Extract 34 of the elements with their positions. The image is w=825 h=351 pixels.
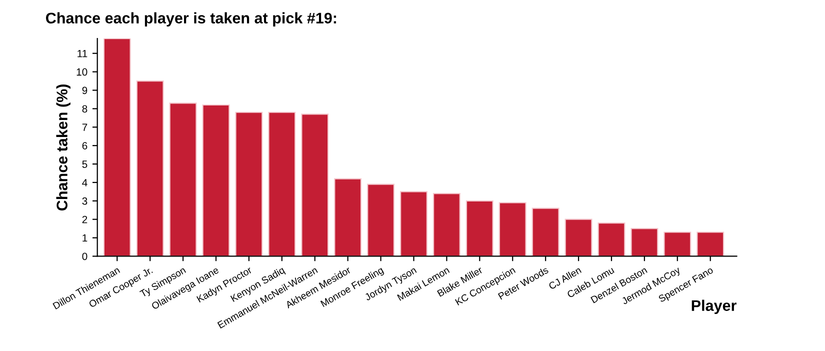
y-tick-label: 7 xyxy=(82,124,88,131)
bar xyxy=(301,114,329,256)
y-tick-label: 6 xyxy=(82,142,88,150)
bar xyxy=(664,232,692,256)
y-tick-label: 5 xyxy=(82,160,88,168)
bar xyxy=(696,232,724,256)
y-tick-label: 2 xyxy=(82,216,88,224)
y-tick-label: 1 xyxy=(82,234,88,242)
bar xyxy=(103,38,131,256)
x-axis-title: Player xyxy=(692,300,736,314)
bar xyxy=(367,184,395,256)
y-tick-label: 8 xyxy=(82,105,88,113)
bar xyxy=(268,112,296,256)
bar xyxy=(202,104,230,256)
y-tick-label: 9 xyxy=(82,86,88,94)
bar xyxy=(136,80,164,256)
bar xyxy=(432,192,460,256)
y-tick-label: 10 xyxy=(76,68,88,76)
bar xyxy=(532,208,560,256)
y-tick-label: 11 xyxy=(78,50,88,58)
bar xyxy=(235,112,263,256)
chart-title: Chance each player is taken at pick #19: xyxy=(46,12,336,27)
y-axis-title: Chance taken (%) xyxy=(56,84,70,210)
bar xyxy=(334,178,362,256)
y-tick-label: 4 xyxy=(82,179,88,186)
y-tick-label: 0 xyxy=(82,252,88,260)
bar xyxy=(498,202,526,256)
bar xyxy=(564,218,592,256)
bar xyxy=(630,228,658,256)
bar xyxy=(466,200,494,256)
y-tick-label: 3 xyxy=(82,197,88,205)
bar xyxy=(400,191,428,256)
bar xyxy=(169,102,197,256)
bar xyxy=(598,222,626,256)
